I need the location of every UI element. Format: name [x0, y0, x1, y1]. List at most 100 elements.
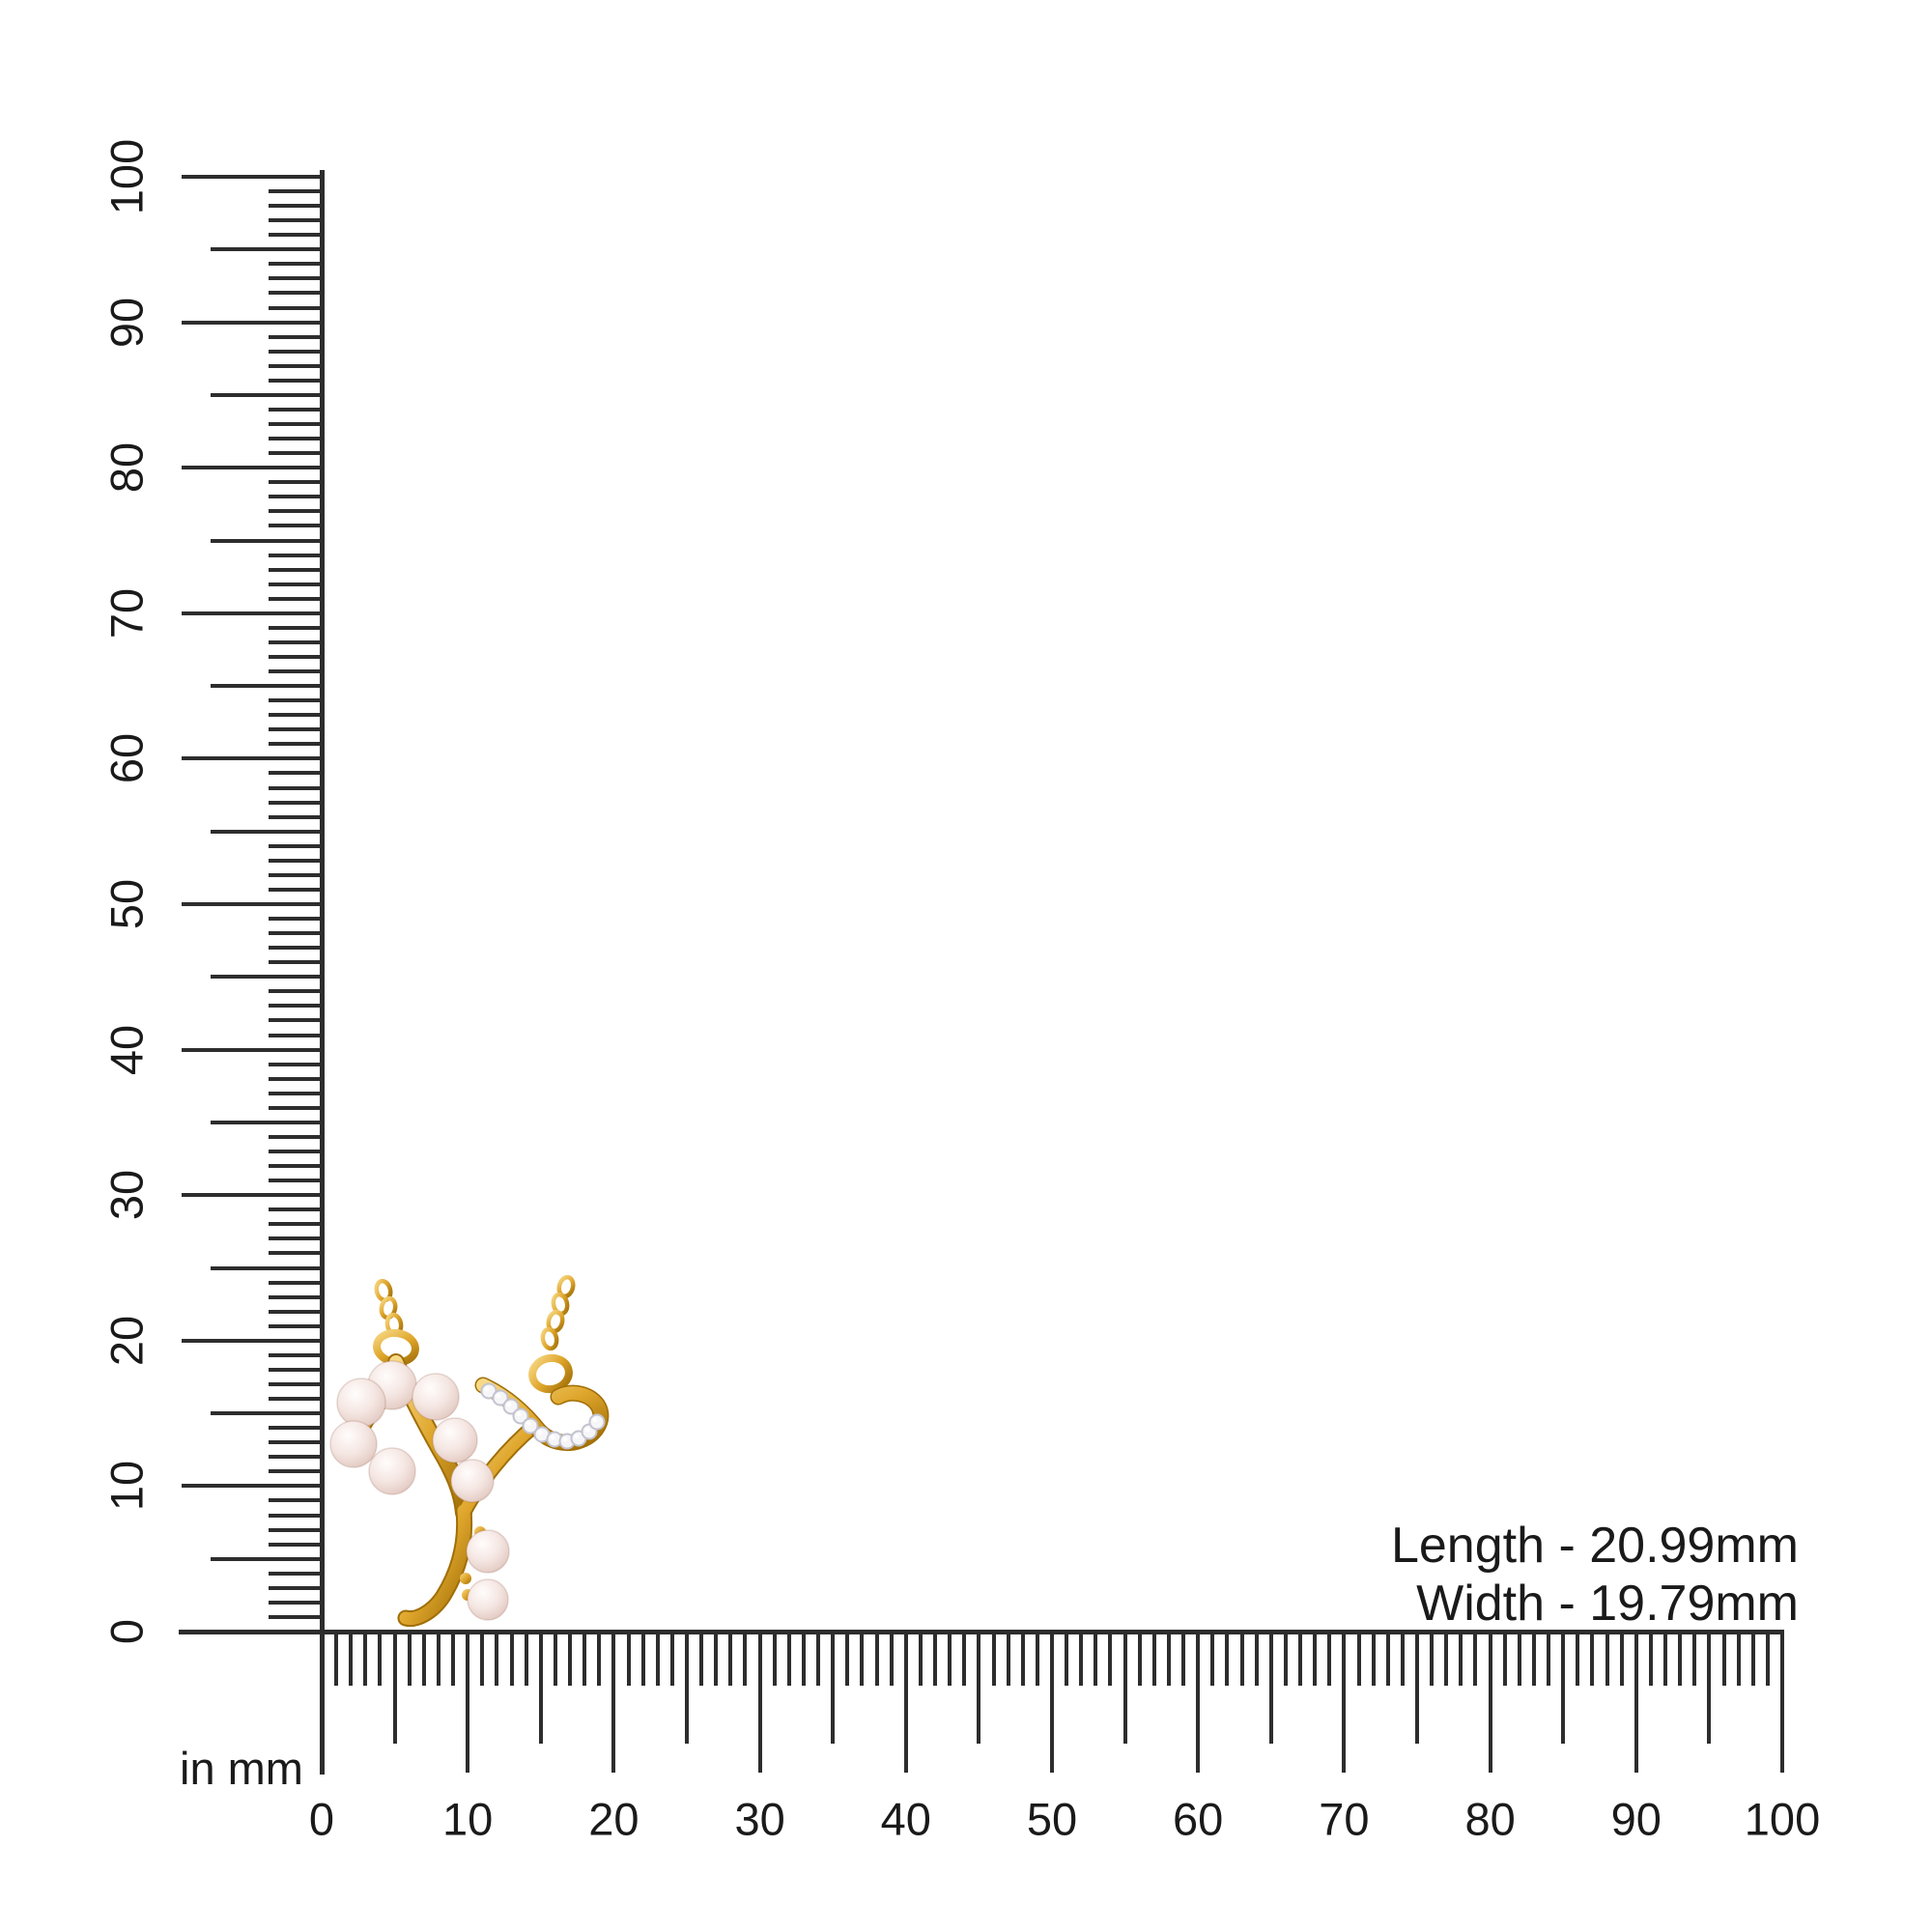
horizontal-ruler-tick: [1648, 1630, 1653, 1686]
vertical-ruler-tick: [269, 1033, 325, 1037]
vertical-ruler-tick: [269, 1367, 325, 1372]
horizontal-ruler-tick: [334, 1630, 339, 1686]
horizontal-ruler-tick: [1239, 1630, 1244, 1686]
vertical-ruler-tick: [269, 1150, 325, 1154]
vertical-ruler-tick: [269, 334, 325, 339]
horizontal-ruler-tick: [903, 1630, 908, 1773]
horizontal-ruler-tick: [538, 1630, 543, 1744]
vertical-ruler-tick: [211, 1411, 325, 1416]
horizontal-ruler-tick: [1385, 1630, 1390, 1686]
pearl: [466, 1529, 510, 1574]
horizontal-ruler-tick: [991, 1630, 996, 1686]
horizontal-ruler-tick: [1035, 1630, 1039, 1686]
horizontal-ruler-tick: [466, 1630, 470, 1773]
horizontal-ruler-tick: [1313, 1630, 1318, 1686]
horizontal-ruler-tick: [1225, 1630, 1230, 1686]
vertical-ruler-tick: [211, 829, 325, 834]
pearl: [467, 1578, 509, 1621]
vertical-ruler-tick: [269, 1426, 325, 1431]
vertical-ruler-tick: [269, 814, 325, 819]
horizontal-ruler-tick: [1780, 1630, 1784, 1773]
vertical-ruler-tick: [269, 639, 325, 644]
pendant-photo: [329, 1274, 610, 1628]
horizontal-ruler-tick: [349, 1630, 354, 1686]
vertical-ruler-tick: [182, 1193, 325, 1198]
horizontal-ruler-tick: [786, 1630, 791, 1686]
vertical-ruler-tick: [182, 466, 325, 470]
horizontal-ruler-tick: [1750, 1630, 1755, 1686]
vertical-ruler-tick: [269, 291, 325, 296]
horizontal-ruler-tick: [1736, 1630, 1741, 1686]
vertical-ruler-tick: [211, 392, 325, 397]
vertical-ruler-tick: [269, 887, 325, 892]
horizontal-ruler-label: 20: [588, 1793, 639, 1845]
vertical-ruler-tick: [269, 1236, 325, 1241]
pearl: [336, 1378, 386, 1428]
vertical-ruler-tick: [211, 1120, 325, 1124]
vertical-ruler-tick: [269, 1469, 325, 1474]
vertical-ruler-tick: [211, 247, 325, 252]
dimension-annotations: Length - 20.99mm Width - 19.79mm: [1391, 1517, 1799, 1633]
horizontal-ruler-tick: [1561, 1630, 1566, 1744]
horizontal-ruler-tick: [1327, 1630, 1332, 1686]
horizontal-ruler-tick: [1663, 1630, 1668, 1686]
vertical-ruler-tick: [269, 524, 325, 528]
vertical-ruler-label: 60: [100, 733, 153, 784]
horizontal-ruler-tick: [1459, 1630, 1463, 1686]
vertical-ruler-tick: [269, 1542, 325, 1547]
horizontal-ruler-tick: [977, 1630, 981, 1744]
horizontal-ruler-tick: [1356, 1630, 1361, 1686]
horizontal-ruler-tick: [655, 1630, 660, 1686]
vertical-ruler-tick: [182, 320, 325, 325]
vertical-ruler-tick: [269, 1397, 325, 1402]
pearl: [412, 1373, 460, 1421]
horizontal-ruler-tick: [1415, 1630, 1419, 1744]
horizontal-ruler-tick: [860, 1630, 865, 1686]
horizontal-ruler-label: 0: [308, 1793, 335, 1845]
vertical-ruler-tick: [182, 1484, 325, 1489]
vertical-ruler-tick: [269, 437, 325, 441]
vertical-ruler-tick: [269, 1179, 325, 1183]
pearls: [329, 1360, 510, 1621]
horizontal-ruler-tick: [597, 1630, 602, 1686]
horizontal-ruler-tick: [801, 1630, 806, 1686]
vertical-ruler-tick: [269, 204, 325, 209]
vertical-ruler-tick: [269, 305, 325, 310]
horizontal-ruler-tick: [1605, 1630, 1609, 1686]
horizontal-ruler-tick: [831, 1630, 836, 1744]
vertical-ruler-tick: [269, 407, 325, 412]
vertical-ruler-tick: [182, 1047, 325, 1052]
pearl: [329, 1420, 378, 1468]
horizontal-ruler-tick: [1283, 1630, 1288, 1686]
horizontal-ruler-label: 50: [1026, 1793, 1078, 1845]
horizontal-ruler-tick: [728, 1630, 733, 1686]
horizontal-ruler-tick: [1576, 1630, 1580, 1686]
vertical-ruler-tick: [269, 1323, 325, 1328]
vertical-ruler-label: 80: [100, 442, 153, 494]
horizontal-ruler-tick: [524, 1630, 528, 1686]
vertical-ruler-tick: [269, 1164, 325, 1169]
vertical-ruler-line: [320, 170, 325, 1775]
horizontal-ruler-tick: [1634, 1630, 1638, 1773]
horizontal-ruler-tick: [1210, 1630, 1215, 1686]
vertical-ruler-label: 0: [100, 1618, 153, 1645]
vertical-ruler-tick: [269, 596, 325, 601]
vertical-ruler-tick: [269, 917, 325, 922]
vertical-ruler-tick: [269, 233, 325, 238]
horizontal-ruler-tick: [714, 1630, 719, 1686]
horizontal-ruler-tick: [845, 1630, 850, 1686]
horizontal-ruler-label: 100: [1744, 1793, 1821, 1845]
vertical-ruler-tick: [269, 727, 325, 732]
vertical-ruler-label: 20: [100, 1315, 153, 1366]
horizontal-ruler-tick: [480, 1630, 485, 1686]
vertical-ruler-tick: [269, 654, 325, 659]
vertical-ruler-tick: [269, 567, 325, 572]
horizontal-ruler-label: 70: [1319, 1793, 1370, 1845]
horizontal-ruler-label: 90: [1610, 1793, 1662, 1845]
vertical-ruler-tick: [269, 553, 325, 557]
horizontal-ruler-tick: [933, 1630, 938, 1686]
horizontal-ruler-tick: [363, 1630, 368, 1686]
width-annotation: Width - 19.79mm: [1416, 1576, 1799, 1632]
vertical-ruler-tick: [269, 1134, 325, 1139]
horizontal-ruler-tick: [421, 1630, 426, 1686]
